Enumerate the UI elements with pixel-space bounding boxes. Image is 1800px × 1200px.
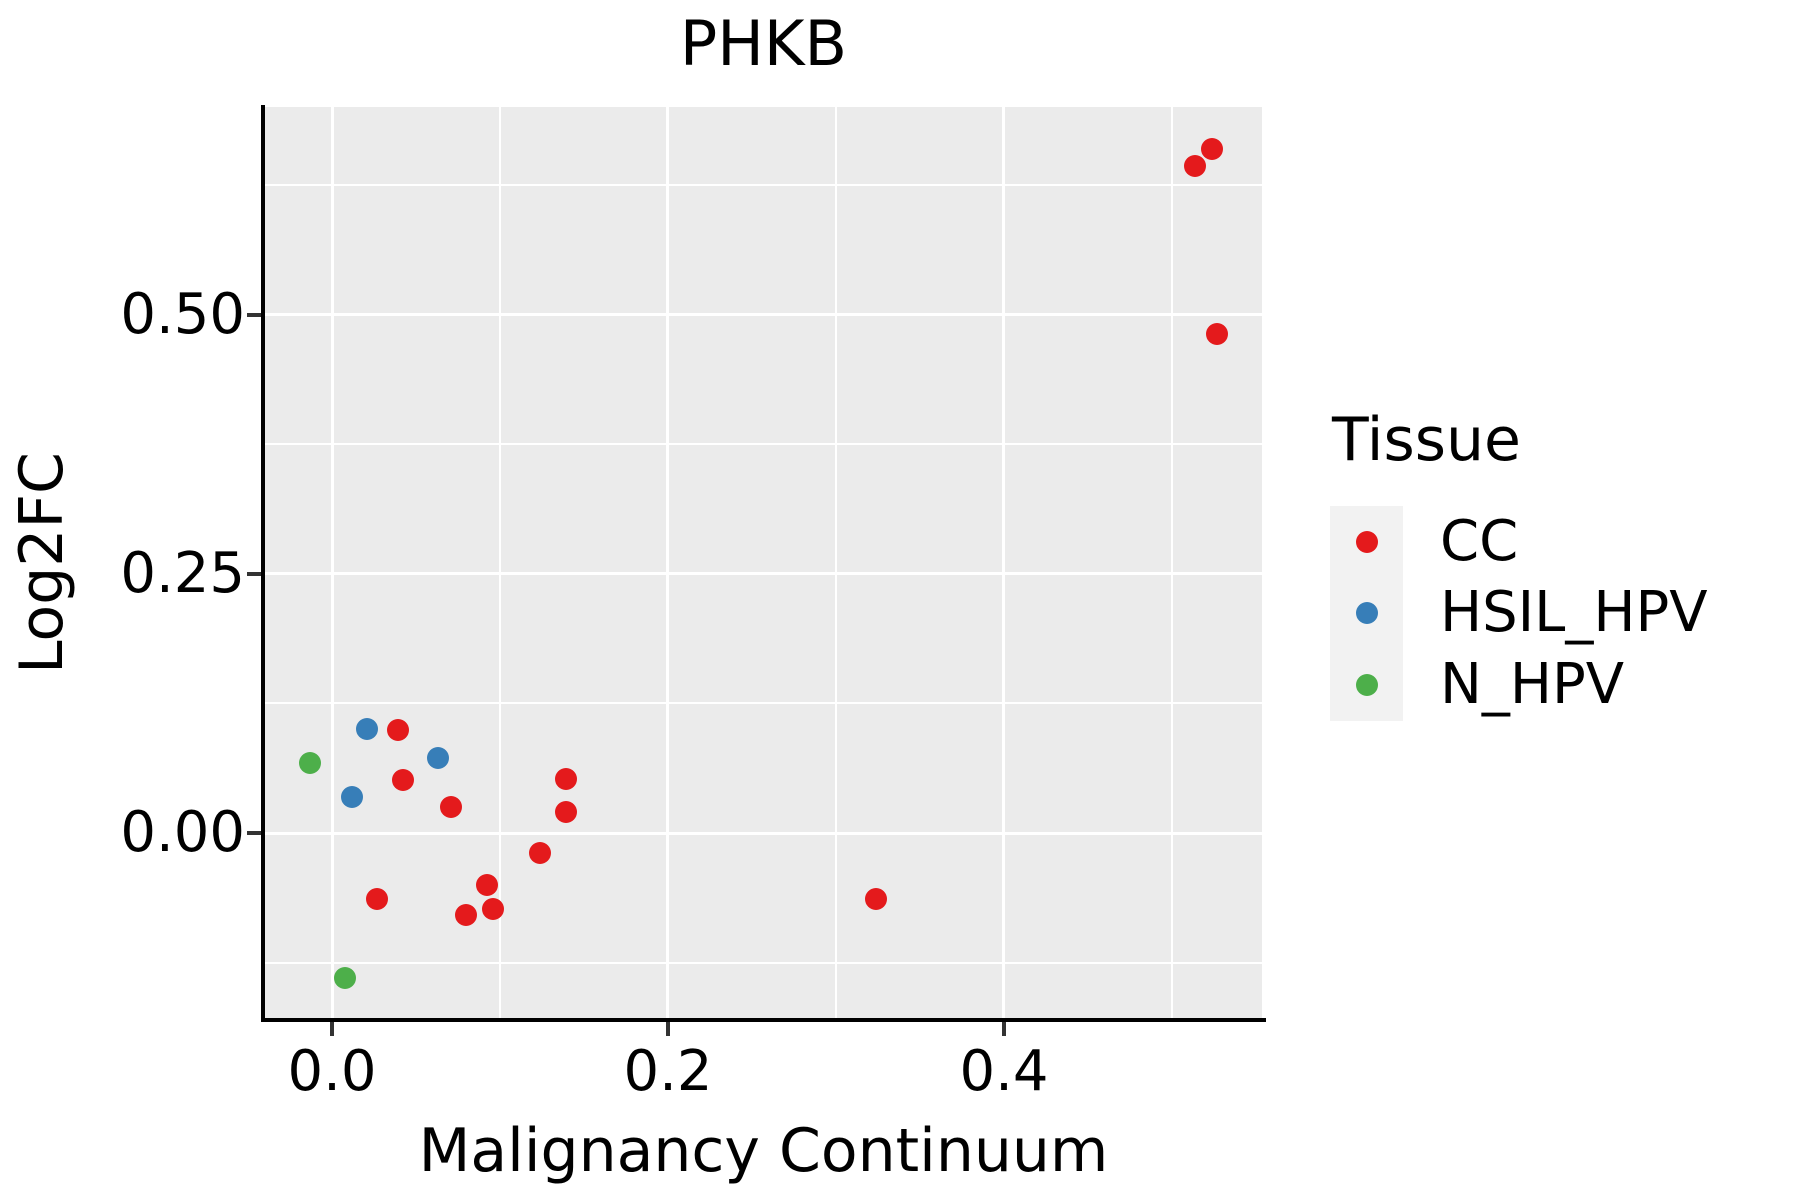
- data-point-hsil_hpv: [426, 747, 449, 770]
- legend: Tissue CC HSIL_HPV N_HPV: [1330, 404, 1708, 721]
- gridline-y-minor: [265, 702, 1262, 705]
- gridline-y-minor: [265, 443, 1262, 446]
- y-tick: [247, 312, 261, 317]
- legend-dot-n-hpv: [1355, 673, 1378, 696]
- gridline-x-major: [330, 107, 334, 1020]
- data-point-cc: [554, 801, 577, 824]
- data-point-n_hpv: [299, 751, 322, 774]
- plot-panel: [265, 107, 1262, 1020]
- x-tick: [1001, 1022, 1006, 1036]
- plot-title: PHKB: [679, 7, 848, 80]
- legend-keys: CC HSIL_HPV N_HPV: [1330, 506, 1708, 721]
- data-point-hsil_hpv: [341, 785, 364, 808]
- data-point-cc: [475, 873, 498, 896]
- y-tick: [247, 831, 261, 836]
- data-point-cc: [440, 796, 463, 819]
- data-point-cc: [865, 888, 888, 911]
- data-point-cc: [366, 888, 389, 911]
- legend-label: N_HPV: [1440, 651, 1625, 717]
- gridline-y-major: [265, 313, 1262, 316]
- y-tick-label: 0.50: [120, 281, 245, 347]
- legend-key-box: [1330, 506, 1403, 578]
- legend-dot-hsil-hpv: [1355, 602, 1378, 625]
- legend-label: HSIL_HPV: [1440, 580, 1708, 646]
- gridline-y-major: [265, 831, 1262, 835]
- x-tick-label: 0.4: [959, 1039, 1049, 1104]
- x-tick: [665, 1022, 670, 1036]
- gridline-x-minor: [499, 107, 501, 1020]
- gridline-x-minor: [834, 107, 837, 1020]
- data-point-cc: [482, 897, 505, 920]
- legend-item-hsil-hpv: HSIL_HPV: [1330, 577, 1708, 649]
- gridline-x-major: [666, 107, 670, 1020]
- x-tick-label: 0.0: [287, 1039, 377, 1104]
- x-tick-label: 0.2: [623, 1039, 713, 1104]
- gridline-y-minor: [265, 961, 1262, 964]
- gridline-y-major: [265, 572, 1262, 576]
- data-point-cc: [391, 769, 414, 792]
- data-point-cc: [1184, 155, 1207, 178]
- data-point-cc: [1206, 323, 1229, 346]
- data-point-n_hpv: [334, 967, 357, 990]
- legend-title: Tissue: [1332, 405, 1521, 475]
- legend-label: CC: [1440, 508, 1519, 574]
- data-point-cc: [386, 719, 409, 742]
- gridline-x-major: [1002, 107, 1006, 1020]
- gridline-x-minor: [1170, 107, 1173, 1020]
- data-point-cc: [529, 841, 552, 864]
- legend-item-cc: CC: [1330, 506, 1708, 578]
- data-point-cc: [455, 903, 478, 926]
- gridline-y-minor: [265, 183, 1262, 186]
- x-axis-line: [261, 1018, 1266, 1022]
- y-tick-label: 0.00: [120, 800, 245, 866]
- y-axis-title: Log2FC: [7, 452, 77, 674]
- legend-key-box: [1330, 649, 1403, 721]
- legend-key-box: [1330, 577, 1403, 649]
- data-point-hsil_hpv: [356, 718, 379, 741]
- x-axis-title: Malignancy Continuum: [418, 1116, 1109, 1186]
- y-tick: [247, 571, 261, 576]
- legend-item-n-hpv: N_HPV: [1330, 649, 1708, 721]
- legend-dot-cc: [1355, 530, 1378, 553]
- y-axis-line: [261, 105, 265, 1022]
- data-point-cc: [1201, 137, 1224, 160]
- data-point-cc: [554, 768, 577, 791]
- y-tick-label: 0.25: [120, 540, 245, 606]
- x-tick: [330, 1022, 335, 1036]
